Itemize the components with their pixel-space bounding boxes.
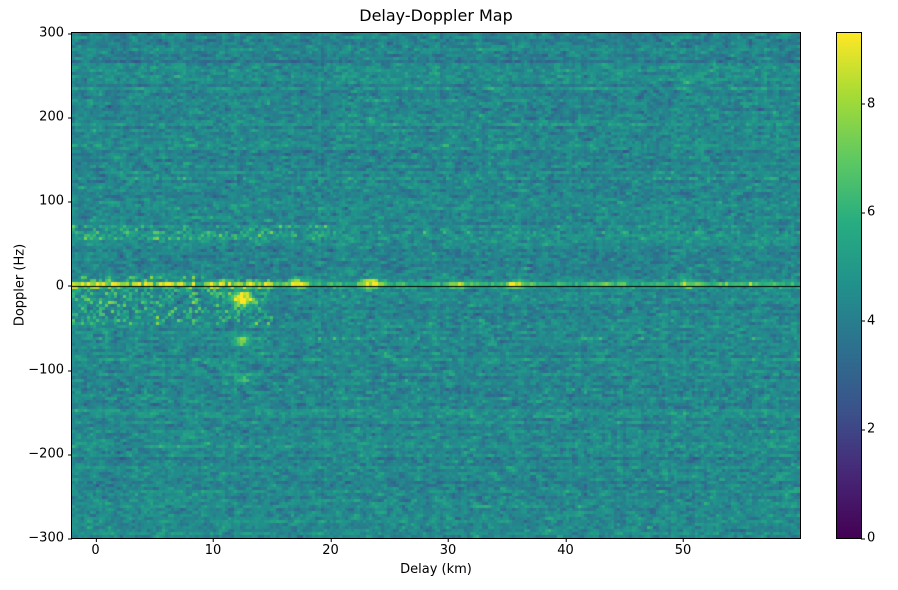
colorbar-tick-label: 4: [860, 313, 876, 329]
x-tick-label: 20: [322, 538, 339, 558]
y-tick-label: 300: [0, 26, 72, 41]
x-tick-label: 0: [91, 538, 100, 558]
colorbar-tick-label: 6: [860, 204, 876, 220]
y-tick-label: −100: [0, 363, 72, 378]
colorbar-tick-label: 8: [860, 96, 876, 112]
colorbar-canvas: [837, 33, 861, 538]
y-tick-label: 0: [0, 278, 72, 293]
y-axis-label: Doppler (Hz): [12, 243, 28, 327]
y-tick-label: 100: [0, 194, 72, 209]
y-tick-label: −200: [0, 447, 72, 462]
x-tick-label: 10: [204, 538, 222, 558]
chart-title: Delay-Doppler Map: [359, 6, 513, 25]
y-tick-label: 200: [0, 110, 72, 125]
colorbar-tick-label: 0: [860, 530, 876, 546]
x-tick-label: 50: [674, 538, 692, 558]
x-axis-label: Delay (km): [400, 562, 472, 577]
x-tick-label: 40: [557, 538, 574, 558]
y-tick-label: −300: [0, 531, 72, 546]
colorbar-tick-label: 2: [860, 421, 876, 437]
heatmap-canvas: [72, 33, 800, 538]
x-tick-label: 30: [439, 538, 457, 558]
